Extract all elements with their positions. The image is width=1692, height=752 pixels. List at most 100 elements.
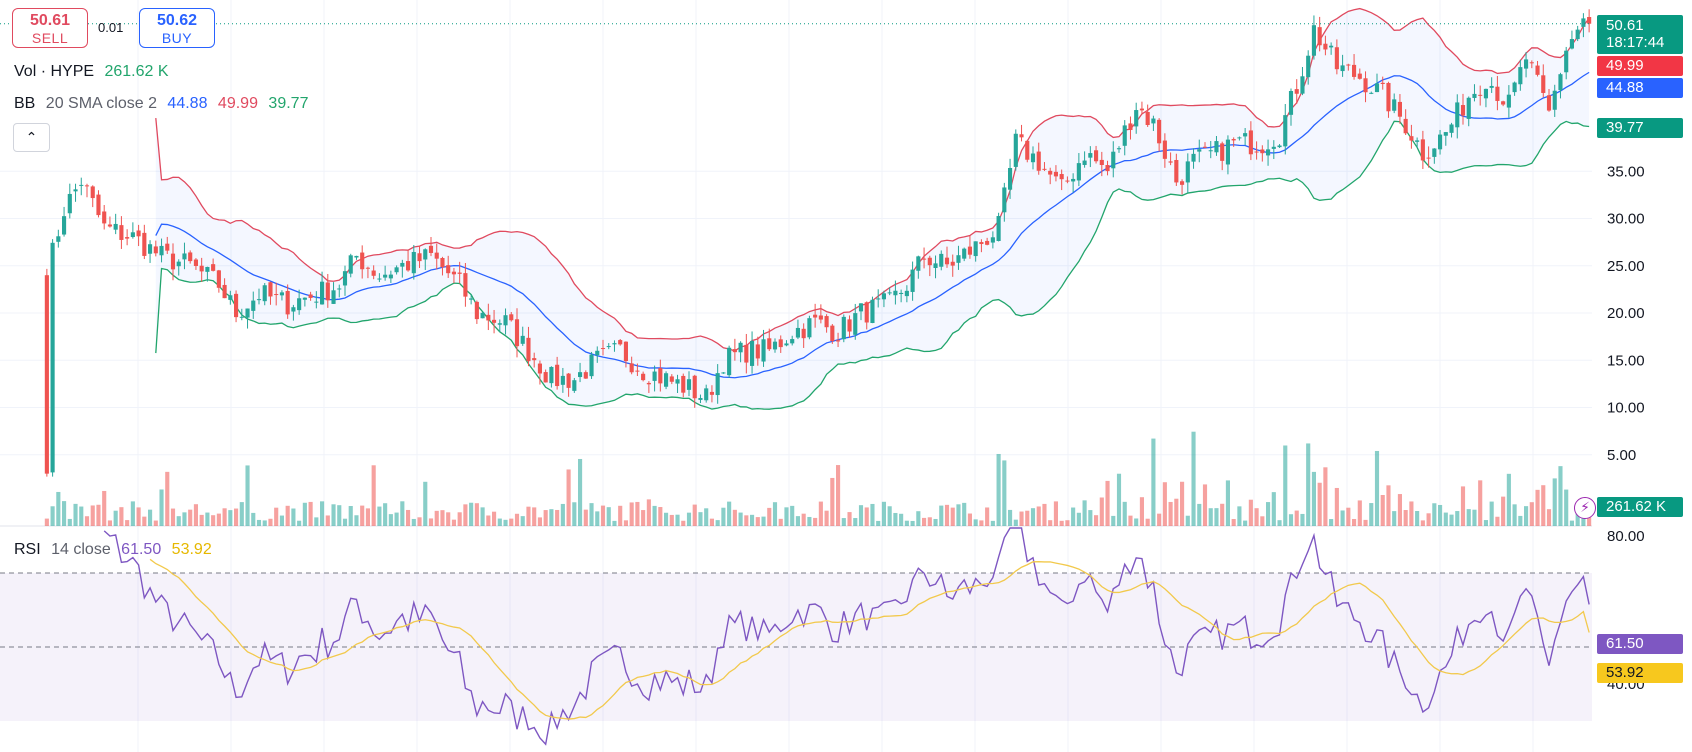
volume-bar xyxy=(234,508,239,526)
price-axis-tick: 35.00 xyxy=(1607,163,1645,180)
volume-bar xyxy=(417,517,422,526)
candle-body xyxy=(474,301,479,320)
volume-bar xyxy=(1128,515,1133,526)
candle-body xyxy=(469,298,474,300)
candle-body xyxy=(1311,25,1316,56)
candle-body xyxy=(1323,43,1328,50)
candle-body xyxy=(1374,83,1380,93)
candle-body xyxy=(1420,139,1425,161)
volume-bar xyxy=(56,491,61,526)
volume-bar xyxy=(1529,502,1534,526)
candle-body xyxy=(302,297,307,300)
volume-bar xyxy=(486,515,491,526)
volume-bar xyxy=(1483,520,1488,526)
rsi-legend[interactable]: RSI 14 close 61.50 53.92 xyxy=(14,541,218,559)
volume-bar xyxy=(1346,507,1351,526)
candle-body xyxy=(623,341,628,362)
volume-bar xyxy=(119,507,124,526)
candle-body xyxy=(125,237,130,239)
volume-bar xyxy=(1524,506,1529,526)
candle-body xyxy=(1059,174,1064,180)
volume-bar xyxy=(1185,515,1190,526)
bb-legend-label: BB xyxy=(14,95,36,112)
candle-body xyxy=(1168,161,1173,163)
candle-body xyxy=(50,242,55,473)
volume-bar xyxy=(1300,513,1305,526)
candle-body xyxy=(56,236,61,242)
volume-bar xyxy=(331,504,336,526)
candle-body xyxy=(79,184,84,186)
volume-bar xyxy=(268,518,273,526)
buy-button[interactable]: 50.62 BUY xyxy=(139,8,215,48)
volume-bar xyxy=(302,502,307,526)
candle-body xyxy=(1283,115,1288,147)
candle-body xyxy=(1455,102,1460,128)
volume-bar xyxy=(1357,500,1362,526)
volume-bar xyxy=(423,481,428,526)
price-axis-tick: 30.00 xyxy=(1607,211,1645,228)
volume-bar xyxy=(761,516,766,526)
collapse-legend-button[interactable]: ⌃ xyxy=(13,123,50,152)
volume-bar xyxy=(1088,510,1093,526)
candle-body xyxy=(1151,118,1156,124)
volume-bar xyxy=(1180,481,1185,526)
candle-body xyxy=(543,372,548,383)
candle-body xyxy=(102,211,107,224)
volume-bar xyxy=(1489,501,1494,526)
volume-bar xyxy=(411,518,416,526)
volume-bar xyxy=(1082,500,1087,526)
volume-bar xyxy=(1334,487,1339,526)
rsi-legend-value: 61.50 xyxy=(121,541,162,558)
volume-bar xyxy=(514,513,520,526)
bb-lower-line xyxy=(155,120,1590,410)
volume-bar xyxy=(595,511,600,526)
volume-bar xyxy=(102,490,107,526)
candle-body xyxy=(635,370,640,372)
volume-bar xyxy=(750,514,755,526)
volume-bar xyxy=(1065,520,1070,526)
candle-body xyxy=(1243,133,1248,137)
candle-body xyxy=(136,230,141,237)
bb-legend[interactable]: BB 20 SMA close 2 44.88 49.99 39.77 xyxy=(14,95,314,113)
volume-bar xyxy=(274,507,279,526)
volume-bar xyxy=(967,513,972,526)
volume-bar xyxy=(360,505,365,526)
price-axis-tick: 10.00 xyxy=(1607,400,1645,417)
candle-body xyxy=(801,328,806,339)
volume-bar xyxy=(44,518,49,526)
volume-bar xyxy=(1025,510,1030,526)
candle-body xyxy=(904,290,909,297)
volume-bar xyxy=(388,514,393,526)
candle-body xyxy=(256,299,262,301)
volume-bar xyxy=(652,505,657,526)
candle-body xyxy=(1116,148,1122,150)
candle-body xyxy=(899,292,904,295)
volume-bar xyxy=(394,512,399,526)
volume-bar xyxy=(853,518,858,526)
volume-bar xyxy=(1283,445,1288,526)
candle-body xyxy=(893,290,898,296)
volume-bar xyxy=(578,458,583,526)
volume-bar xyxy=(142,516,147,526)
volume-bar xyxy=(944,504,950,526)
candle-body xyxy=(331,290,336,304)
candle-body xyxy=(727,347,732,376)
candle-body xyxy=(1495,86,1500,101)
volume-bar xyxy=(1116,473,1122,526)
candle-body xyxy=(1225,139,1230,165)
candle-body xyxy=(1134,110,1139,127)
candle-body xyxy=(1403,118,1408,134)
candle-body xyxy=(1042,168,1047,170)
volume-bar xyxy=(90,505,95,526)
lightning-icon[interactable]: ⚡ xyxy=(1574,497,1596,519)
candle-body xyxy=(916,256,921,271)
sell-button[interactable]: 50.61 SELL xyxy=(12,8,88,48)
volume-legend[interactable]: Vol · HYPE 261.62 K xyxy=(14,63,175,81)
candle-body xyxy=(922,258,927,260)
candle-body xyxy=(130,232,135,238)
buy-price: 50.62 xyxy=(156,12,198,29)
volume-bar xyxy=(1243,520,1248,526)
candle-body xyxy=(824,316,829,328)
volume-bar xyxy=(841,518,846,526)
